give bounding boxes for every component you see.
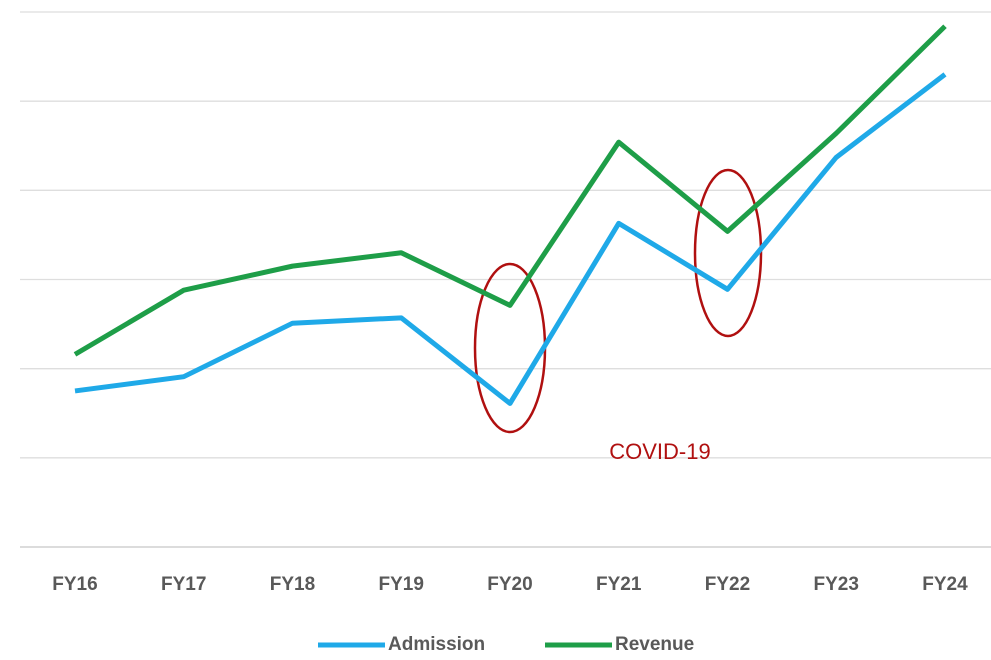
x-tick-label: FY21: [596, 574, 642, 595]
x-tick-label: FY22: [705, 574, 750, 595]
x-tick-label: FY24: [922, 574, 968, 595]
annotation: COVID-19: [609, 439, 710, 464]
x-tick-label: FY20: [487, 574, 532, 595]
x-tick-label: FY16: [52, 574, 97, 595]
highlight-ellipse: [473, 262, 547, 434]
legend-label: Revenue: [615, 634, 694, 655]
highlight-ellipse: [693, 168, 763, 338]
line-series: [73, 24, 947, 357]
legend-label: Admission: [388, 634, 485, 655]
x-tick-label: FY19: [379, 574, 424, 595]
x-tick-label: FY17: [161, 574, 206, 595]
line-series: [74, 72, 947, 406]
plot: FY16 FY17 FY18 FY19 FY20 FY21 FY22 FY23 FY24 Admi…: [52, 24, 968, 655]
x-tick-label: FY18: [270, 574, 315, 595]
x-tick-label: FY23: [814, 574, 859, 595]
